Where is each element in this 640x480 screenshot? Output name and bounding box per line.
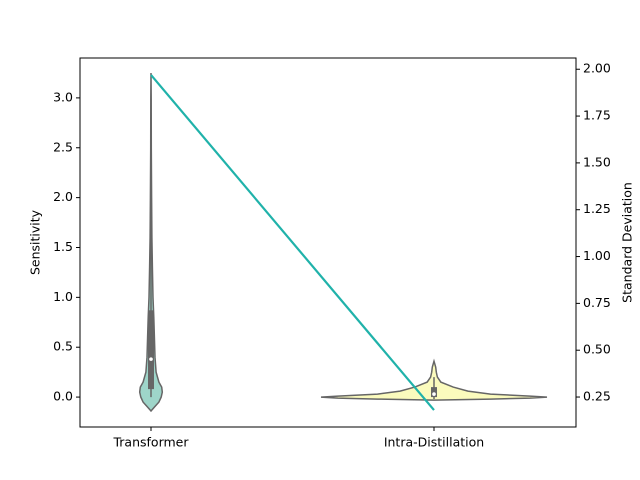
y-tick-label: 1.0: [53, 289, 73, 304]
iqr-box: [431, 387, 437, 398]
y2-tick-label: 2.00: [583, 61, 611, 76]
y-tick-label: 3.0: [53, 89, 73, 104]
y-tick-label: 0.5: [53, 339, 73, 354]
y2-tick-label: 1.75: [583, 108, 611, 123]
y-axis-label: Sensitivity: [28, 209, 43, 275]
x-tick-label: Transformer: [112, 435, 189, 450]
y2-tick-label: 0.25: [583, 389, 611, 404]
y2-tick-label: 0.50: [583, 342, 611, 357]
median: [432, 392, 436, 396]
y-tick-label: 0.0: [53, 389, 73, 404]
iqr-box: [148, 310, 154, 390]
y-tick-label: 2.0: [53, 189, 73, 204]
y-tick-label: 1.5: [53, 239, 73, 254]
y2-tick-label: 1.00: [583, 248, 611, 263]
y2-tick-label: 1.25: [583, 201, 611, 216]
y-tick-label: 2.5: [53, 139, 73, 154]
x-tick-label: Intra-Distillation: [384, 435, 484, 450]
line-series: [150, 74, 435, 411]
plot-frame: [79, 57, 577, 428]
y2-tick-label: 0.75: [583, 295, 611, 310]
y2-tick-label: 1.50: [583, 154, 611, 169]
y2-axis-label: Standard Deviation: [620, 182, 635, 303]
median: [149, 357, 153, 361]
